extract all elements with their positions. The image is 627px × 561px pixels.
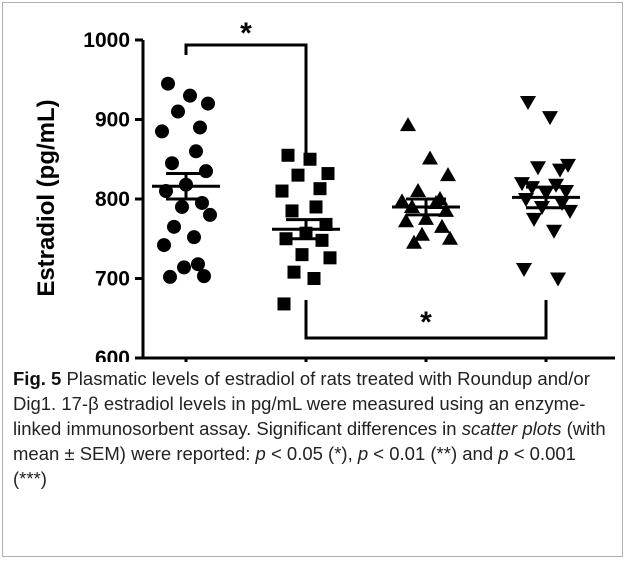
significance-star: * [240, 17, 252, 50]
caption-text: < 0.05 (*), [265, 443, 358, 464]
data-point-triangle-up [414, 226, 430, 241]
data-point-triangle-down [554, 196, 570, 211]
data-point-triangle-down [518, 193, 534, 207]
data-point-circle [171, 104, 185, 119]
data-point-circle [165, 156, 179, 171]
data-point-triangle-up [440, 167, 456, 182]
data-point-square [323, 251, 337, 265]
figure-caption: Fig. 5 Plasmatic levels of estradiol of … [13, 366, 609, 491]
data-point-triangle-down [560, 158, 576, 173]
data-point-triangle-down [520, 96, 536, 111]
data-point-triangle-down [516, 262, 532, 277]
data-point-circle [167, 219, 181, 234]
data-point-triangle-up [394, 193, 410, 208]
data-point-circle [193, 120, 207, 135]
data-point-triangle-down [514, 177, 530, 192]
data-point-circle [155, 124, 169, 139]
y-tick-label: 1000 [83, 29, 130, 52]
data-point-triangle-down [542, 111, 558, 126]
y-tick-label: 800 [95, 188, 130, 211]
data-point-circle [161, 76, 175, 91]
data-point-square [321, 167, 335, 181]
data-point-triangle-down [546, 224, 562, 239]
data-point-square [285, 204, 299, 218]
data-point-circle [197, 269, 211, 284]
data-point-circle [157, 238, 171, 253]
significance-star: * [420, 306, 432, 339]
y-tick-label: 900 [95, 109, 130, 132]
data-point-square [275, 184, 289, 198]
data-point-triangle-up [418, 210, 434, 225]
data-point-square [307, 272, 321, 285]
data-point-circle [203, 207, 217, 222]
figure-frame [2, 2, 623, 557]
caption-text: (with mean ± SEM) were reported: [13, 418, 606, 464]
caption-text: < 0.001 (***) [13, 443, 576, 489]
data-point-square [319, 217, 333, 231]
y-axis-title: Estradiol (pg/mL) [33, 99, 60, 296]
caption-text: Plasmatic levels of estradiol of rats tr… [13, 368, 590, 439]
caption-p-symbol: p [255, 443, 266, 464]
data-point-triangle-down [550, 272, 566, 287]
y-tick-label: 700 [95, 268, 130, 291]
significance-bracket-bottom [304, 300, 548, 340]
data-point-triangle-up [434, 218, 450, 233]
data-point-square [295, 248, 309, 262]
data-point-triangle-up [398, 213, 414, 228]
data-point-triangle-down [526, 212, 542, 227]
y-tick-label: 600 [95, 347, 130, 362]
data-point-square [313, 182, 327, 196]
data-point-square [315, 233, 329, 247]
data-point-circle [177, 260, 191, 275]
caption-p-symbol: p [498, 443, 509, 464]
figure-label: Fig. 5 [13, 368, 62, 389]
data-point-triangle-down [552, 163, 568, 178]
data-point-triangle-up [400, 117, 416, 132]
estradiol-scatter-chart: 6007008009001000CRDD+R ** Estradiol (pg/… [33, 17, 615, 362]
data-point-circle [199, 164, 213, 179]
data-point-triangle-up [410, 183, 426, 198]
data-point-square [309, 200, 323, 214]
significance-bracket-top [184, 43, 308, 165]
data-point-triangle-up [406, 234, 422, 249]
data-point-circle [201, 96, 215, 111]
caption-text: < 0.01 (**) and [368, 443, 499, 464]
data-point-triangle-up [442, 230, 458, 245]
data-point-triangle-down [530, 161, 546, 176]
data-point-circle [183, 88, 197, 103]
data-point-square [287, 265, 301, 279]
data-point-triangle-up [422, 150, 438, 165]
caption-italic-term: scatter plots [461, 418, 562, 439]
caption-p-symbol: p [357, 443, 369, 464]
data-point-square [281, 148, 295, 162]
data-point-circle [189, 144, 203, 159]
data-point-circle [175, 199, 189, 214]
data-point-square [291, 168, 305, 182]
data-point-square [277, 297, 291, 311]
data-point-circle [187, 230, 201, 245]
data-point-circle [191, 257, 205, 272]
data-point-circle [163, 269, 177, 284]
